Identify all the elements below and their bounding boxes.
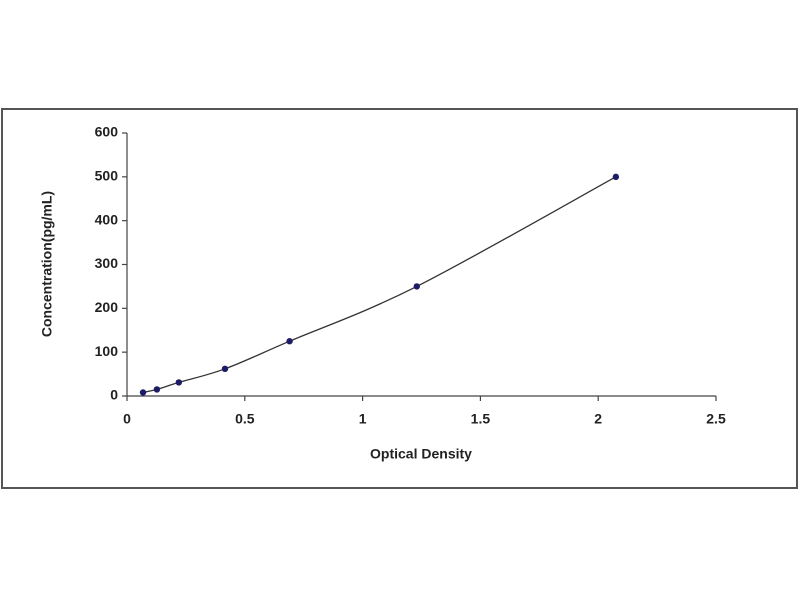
y-tick-label: 200 [95, 299, 119, 315]
x-axis-label: Optical Density [370, 446, 472, 462]
y-tick-label: 100 [95, 343, 119, 359]
x-tick-label: 0.5 [235, 411, 255, 427]
x-tick-label: 1 [359, 411, 367, 427]
chart-frame [1, 108, 798, 489]
x-tick-label: 1.5 [471, 411, 491, 427]
data-point [612, 173, 620, 181]
data-point [286, 338, 293, 345]
x-tick-label: 0 [123, 411, 131, 427]
data-point [139, 389, 147, 396]
y-tick-label: 600 [95, 124, 119, 140]
y-tick-label: 300 [95, 255, 119, 271]
y-axis-label: Concentration(pg/mL) [39, 191, 55, 337]
data-point [153, 386, 161, 393]
x-tick-label: 2.5 [706, 411, 726, 427]
data-point [221, 365, 229, 373]
data-point [175, 379, 183, 386]
y-tick-label: 0 [110, 387, 118, 403]
y-tick-label: 400 [95, 211, 119, 227]
data-point [413, 283, 420, 290]
y-tick-label: 500 [95, 168, 119, 184]
x-tick-label: 2 [594, 411, 602, 427]
